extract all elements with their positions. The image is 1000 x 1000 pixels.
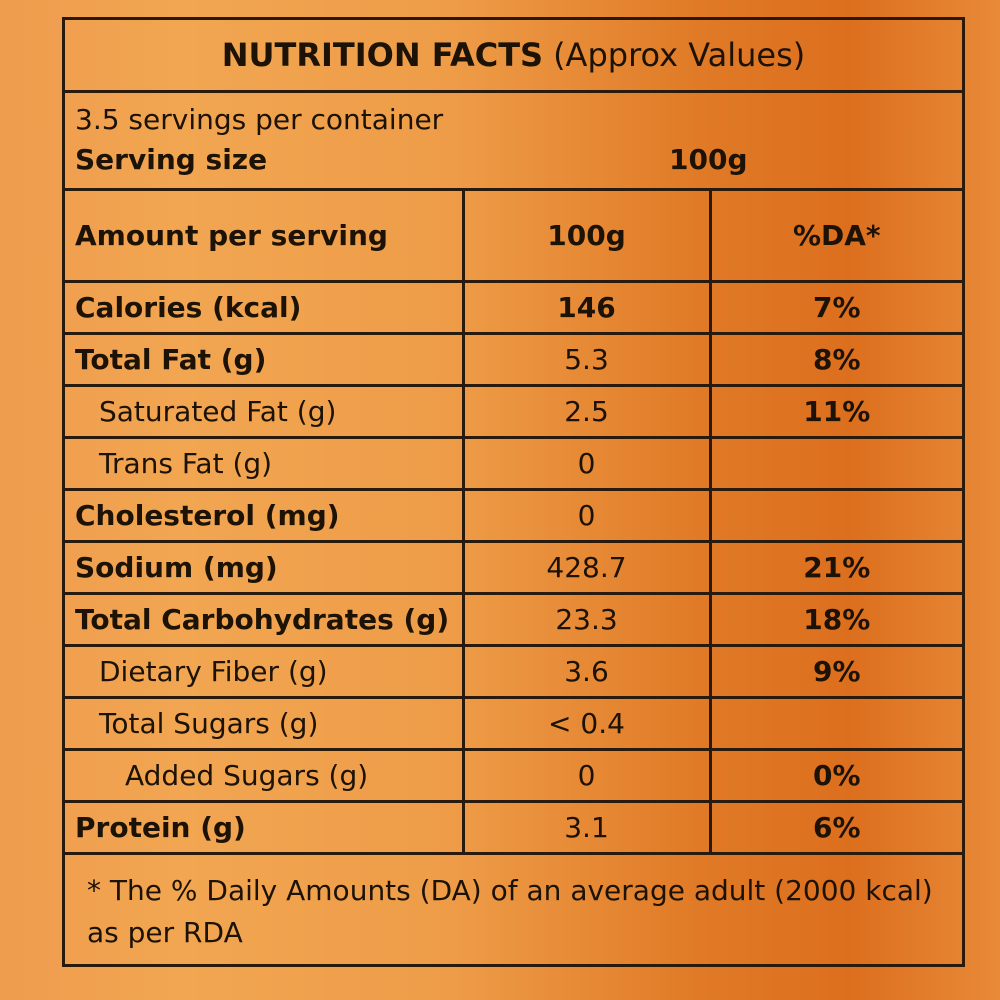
nutrition-table: Amount per serving 100g %DA* Calories (k… [65,191,962,855]
panel-title: NUTRITION FACTS (Approx Values) [65,20,962,93]
nutrient-amount: 0 [461,747,712,803]
servings-per-container: 3.5 servings per container [75,103,444,136]
nutrient-amount: 3.6 [461,643,712,699]
header-daily-amount: %DA* [708,191,962,283]
nutrient-amount: 5.3 [461,331,712,387]
nutrient-label: Cholesterol (mg) [65,487,465,543]
nutrient-da: 9% [708,643,962,699]
nutrient-label: Trans Fat (g) [65,435,465,491]
title-sub: (Approx Values) [553,36,806,74]
nutrient-label: Total Carbohydrates (g) [65,591,465,647]
footnote: * The % Daily Amounts (DA) of an average… [87,874,933,949]
nutrient-da: 11% [708,383,962,439]
table-row: Cholesterol (mg) 0 [65,487,962,543]
table-row: Total Fat (g) 5.3 8% [65,331,962,387]
nutrition-facts-panel: NUTRITION FACTS (Approx Values) 3.5 serv… [62,17,965,967]
nutrient-amount: 23.3 [461,591,712,647]
nutrient-da: 0% [708,747,962,803]
nutrient-da [708,487,962,543]
nutrient-da: 7% [708,279,962,335]
table-row: Trans Fat (g) 0 [65,435,962,491]
nutrient-da [708,435,962,491]
nutrient-amount: 0 [461,487,712,543]
serving-size-value: 100g [669,143,748,176]
nutrient-da: 21% [708,539,962,595]
serving-size-label: Serving size [75,143,268,176]
nutrient-amount: 3.1 [461,799,712,855]
nutrient-label: Saturated Fat (g) [65,383,465,439]
nutrient-label: Total Sugars (g) [65,695,465,751]
nutrient-amount: < 0.4 [461,695,712,751]
nutrient-amount: 146 [461,279,712,335]
header-per-100g: 100g [461,191,712,283]
table-row: Calories (kcal) 146 7% [65,279,962,335]
table-row: Dietary Fiber (g) 3.6 9% [65,643,962,699]
nutrient-label: Dietary Fiber (g) [65,643,465,699]
nutrient-label: Calories (kcal) [65,279,465,335]
nutrient-amount: 428.7 [461,539,712,595]
nutrient-label: Added Sugars (g) [65,747,465,803]
title-main: NUTRITION FACTS [221,36,544,74]
table-row: Sodium (mg) 428.7 21% [65,539,962,595]
header-amount-per-serving: Amount per serving [65,191,465,283]
nutrient-da [708,695,962,751]
table-header-row: Amount per serving 100g %DA* [65,191,962,283]
nutrient-label: Sodium (mg) [65,539,465,595]
table-row: Total Sugars (g) < 0.4 [65,695,962,751]
table-row: Added Sugars (g) 0 0% [65,747,962,803]
nutrient-da: 8% [708,331,962,387]
table-row: Total Carbohydrates (g) 23.3 18% [65,591,962,647]
nutrient-label: Total Fat (g) [65,331,465,387]
table-row: Protein (g) 3.1 6% [65,799,962,855]
nutrient-da: 18% [708,591,962,647]
nutrient-da: 6% [708,799,962,855]
nutrient-label: Protein (g) [65,799,465,855]
table-row: Saturated Fat (g) 2.5 11% [65,383,962,439]
serving-info: 3.5 servings per container Serving size … [65,93,962,191]
nutrient-amount: 2.5 [461,383,712,439]
nutrient-amount: 0 [461,435,712,491]
